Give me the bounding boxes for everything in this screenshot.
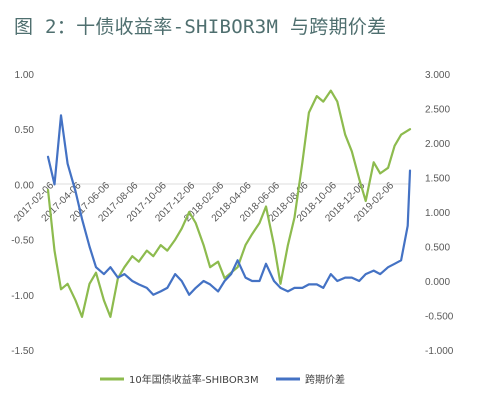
- series-layer: [46, 89, 412, 318]
- right-y-axis: 3.000 2.500 2.000 1.500 1.000 0.500 0.000 -0.50…: [425, 70, 454, 357]
- right-tick-label: 3.000: [425, 70, 450, 81]
- right-tick-label: 1.000: [425, 208, 450, 219]
- right-tick-label: 0.500: [425, 243, 450, 254]
- x-axis: 2017-02-062017-04-062017-06-062017-08-06…: [12, 180, 410, 224]
- right-tick-label: -0.500: [425, 312, 454, 323]
- left-tick-label: 0.00: [15, 180, 35, 191]
- right-tick-label: 0.000: [425, 277, 450, 288]
- left-tick-label: -1.50: [11, 346, 34, 357]
- series-line-calendar-spread: [46, 114, 412, 296]
- left-y-axis: 1.00 0.50 0.00 -0.50 -1.00 -1.50: [11, 70, 34, 357]
- legend-label-yield-spread: 10年国债收益率-SHIBOR3M: [129, 373, 259, 386]
- left-tick-label: -0.50: [11, 236, 34, 247]
- left-tick-label: -1.00: [11, 291, 34, 302]
- chart-title: 图 2：十债收益率-SHIBOR3M 与跨期价差: [14, 16, 387, 38]
- legend-label-calendar-spread: 跨期价差: [305, 373, 345, 386]
- right-tick-label: 2.500: [425, 105, 450, 116]
- series-line-yield-spread: [46, 89, 412, 318]
- left-tick-label: 1.00: [15, 70, 35, 81]
- right-tick-label: 1.500: [425, 174, 450, 185]
- legend: 10年国债收益率-SHIBOR3M 跨期价差: [100, 373, 345, 386]
- left-tick-label: 0.50: [15, 125, 35, 136]
- right-tick-label: -1.000: [425, 346, 454, 357]
- right-tick-label: 2.000: [425, 139, 450, 150]
